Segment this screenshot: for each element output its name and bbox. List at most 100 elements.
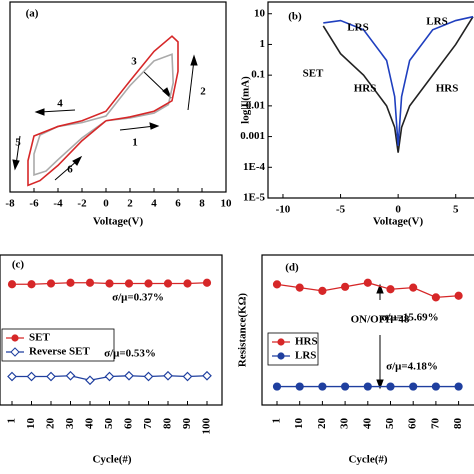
marker — [202, 370, 212, 381]
marker — [363, 278, 372, 287]
marker — [409, 382, 418, 391]
marker — [66, 278, 75, 287]
y-tick-label: 10 — [254, 7, 266, 19]
y-axis-label: log|I|(mA) — [240, 76, 252, 124]
annotation: σ/μ=15.69% — [381, 312, 438, 324]
annotation: σ/μ=0.37% — [112, 292, 164, 304]
x-tick-label: -10 — [276, 204, 291, 216]
series-line — [27, 35, 179, 187]
x-tick-label: 0 — [395, 204, 401, 216]
marker — [105, 279, 114, 288]
marker — [124, 279, 134, 288]
x-tick-label: 60 — [123, 418, 135, 430]
x-tick-label: -5 — [336, 204, 346, 216]
legend-label: LRS — [295, 350, 316, 362]
x-tick-label: 70 — [429, 418, 441, 430]
marker — [272, 382, 282, 391]
x-tick-label: -8 — [5, 198, 15, 210]
plot-frame — [0, 254, 223, 406]
y-tick-label: 0.001 — [240, 130, 265, 142]
legend-box — [1, 328, 115, 362]
x-tick-label: 0 — [103, 198, 109, 210]
annotation: HRS — [436, 83, 459, 95]
annotation: σ/μ=4.18% — [386, 361, 438, 373]
marker — [454, 382, 463, 391]
annotation: LRS — [347, 22, 368, 34]
legend-marker — [11, 334, 19, 342]
panel-label: (c) — [12, 259, 25, 271]
y-tick-label: 0.1 — [251, 69, 265, 81]
annotation: ON/OFF=48 — [351, 314, 410, 326]
y-tick-label: 1E-5 — [243, 192, 266, 204]
marker — [163, 279, 173, 288]
x-tick-label: -6 — [29, 198, 39, 210]
marker — [341, 282, 350, 291]
x-axis-label: Voltage(V) — [93, 216, 144, 228]
series-line — [33, 53, 175, 176]
x-tick-label: 30 — [64, 418, 76, 430]
series-line — [323, 15, 474, 146]
x-tick-label: 6 — [175, 198, 181, 210]
x-tick-label: 1 — [271, 418, 283, 424]
marker — [363, 382, 372, 391]
annotation: 5 — [15, 137, 21, 149]
annotation: HRS — [354, 83, 377, 95]
x-tick-label: 4 — [151, 198, 157, 210]
marker — [26, 371, 37, 382]
marker — [27, 280, 36, 289]
marker — [272, 280, 282, 289]
x-tick-label: 90 — [181, 418, 193, 430]
x-tick-label: 10 — [25, 418, 37, 430]
marker — [386, 285, 395, 294]
panel-label: (a) — [26, 8, 39, 20]
x-tick-label: 40 — [84, 418, 96, 430]
annotation: 4 — [57, 98, 63, 110]
legend-label: HRS — [295, 336, 318, 348]
annotation: σ/μ=0.53% — [104, 348, 156, 360]
panel-label: (b) — [288, 11, 302, 23]
marker — [431, 382, 440, 391]
y-tick-label: 1E-4 — [243, 161, 266, 173]
plot-frame — [261, 254, 474, 406]
legend-marker — [277, 338, 285, 346]
marker — [85, 375, 95, 386]
x-tick-label: 40 — [361, 418, 373, 430]
annotation: LRS — [426, 16, 447, 28]
marker — [295, 382, 304, 391]
marker — [104, 371, 115, 382]
marker — [46, 279, 56, 288]
legend-marker — [10, 347, 20, 357]
marker — [431, 293, 440, 302]
marker — [7, 371, 17, 382]
x-tick-label: 100 — [201, 418, 213, 435]
x-tick-label: 50 — [384, 418, 396, 430]
series-line — [322, 16, 474, 153]
x-tick-label: 2 — [127, 198, 133, 210]
x-tick-label: 70 — [142, 418, 154, 430]
marker — [341, 382, 350, 391]
marker — [409, 283, 418, 292]
x-tick-label: 10 — [221, 198, 233, 210]
marker — [318, 382, 327, 391]
x-axis-label: Cycle(#) — [348, 454, 387, 466]
y-axis-label: Resistance(KΩ) — [237, 293, 249, 368]
y-tick-label: 1 — [260, 38, 266, 50]
marker — [454, 291, 463, 300]
marker — [163, 370, 173, 381]
marker — [183, 279, 192, 288]
marker — [124, 370, 134, 381]
x-axis-label: Voltage(V) — [373, 216, 424, 228]
y-tick-label: 0.01 — [246, 99, 265, 111]
x-tick-label: 20 — [316, 418, 328, 430]
x-tick-label: 30 — [339, 418, 351, 430]
x-tick-label: -2 — [77, 198, 87, 210]
legend-label: SET — [29, 332, 50, 344]
marker — [46, 371, 56, 382]
marker — [386, 382, 395, 391]
panel: (c) Cycle(#) 1 10 20 30 40 50 60 70 80 90 100 SET Reve… — [0, 254, 223, 466]
x-tick-label: 80 — [162, 418, 174, 430]
annotation: 1 — [132, 137, 138, 149]
annotation: 2 — [200, 86, 206, 98]
annotation: SET — [303, 68, 324, 80]
